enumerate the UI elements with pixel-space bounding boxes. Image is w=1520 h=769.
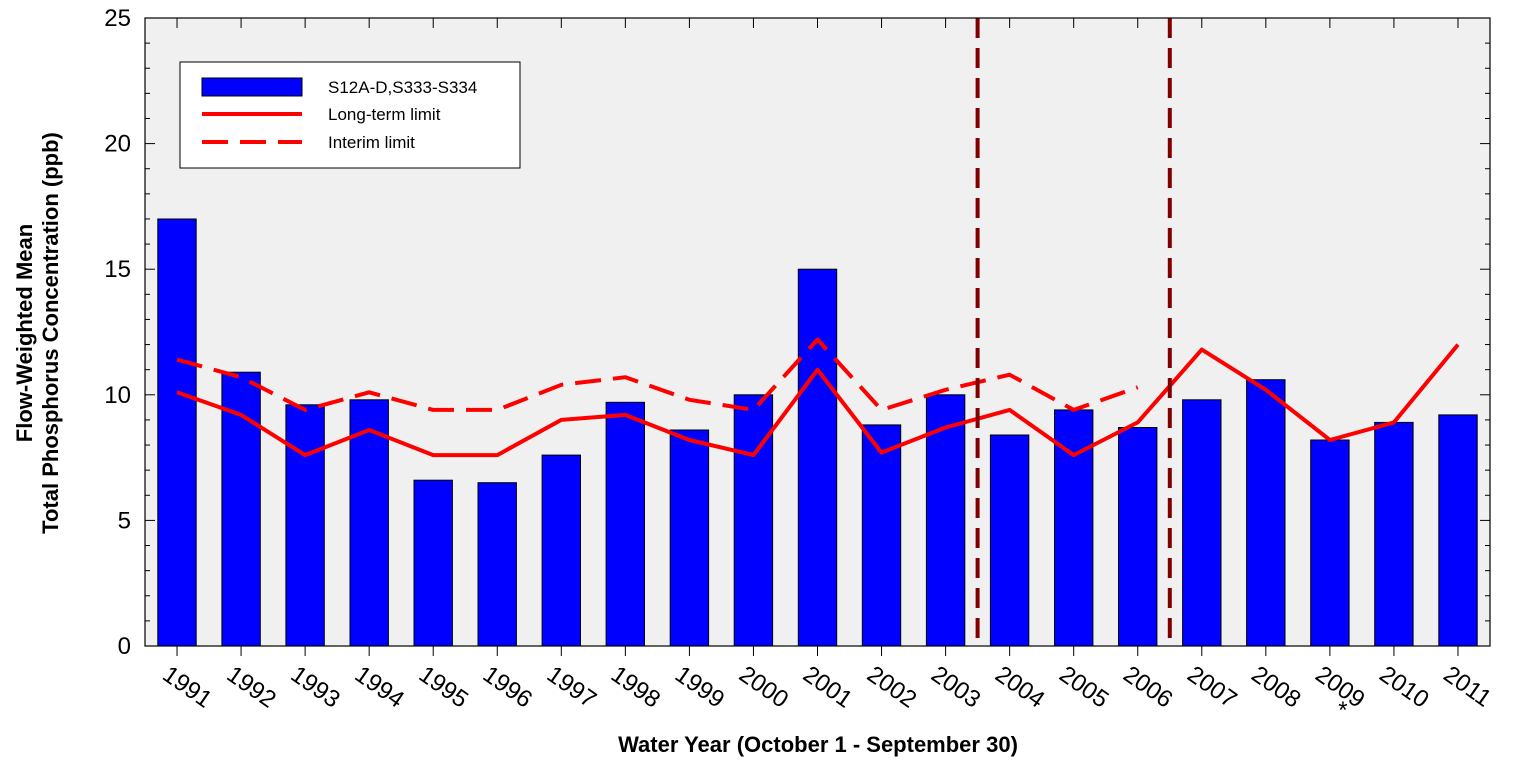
bar-2006 <box>1118 427 1158 647</box>
y-axis-title-line1: Flow-Weighted Mean <box>12 224 37 442</box>
reference-lines <box>975 18 1172 646</box>
legend: S12A-D,S333-S334 Long-term limit Interim… <box>179 61 521 169</box>
x-tick-label-1999: 1999 <box>670 661 729 714</box>
line-long-term-limit <box>176 343 1460 458</box>
bar-2001 <box>797 268 838 647</box>
x-tick-label-1996: 1996 <box>478 661 537 714</box>
x-tick-label-2007: 2007 <box>1182 661 1241 714</box>
x-tick-label-2000: 2000 <box>734 661 793 714</box>
y-tick-label: 5 <box>118 507 131 534</box>
x-tick-label-2011: 2011 <box>1439 661 1497 713</box>
x-tick-label-2004: 2004 <box>990 661 1049 714</box>
bar-1996 <box>477 482 517 647</box>
bar-2003 <box>925 394 966 647</box>
bar-2008 <box>1246 379 1286 647</box>
bar-1993 <box>285 404 325 647</box>
x-tick-label-2002: 2002 <box>862 661 921 714</box>
bar-1998 <box>605 401 645 647</box>
bar-2009 <box>1310 439 1350 647</box>
x-tick-label-2010: 2010 <box>1374 661 1433 714</box>
y-axis: 0 5 10 15 20 25 <box>104 5 1490 660</box>
bar-2011 <box>1438 414 1478 647</box>
x-tick-label-1994: 1994 <box>350 661 409 714</box>
bars <box>157 218 1478 647</box>
x-tick-label-2003: 2003 <box>926 661 985 714</box>
x-axis-title: Water Year (October 1 - September 30) <box>618 732 1018 757</box>
y-tick-label: 15 <box>104 256 131 283</box>
bar-1999 <box>669 429 710 647</box>
y-tick-label: 10 <box>104 382 131 409</box>
x-tick-label-1997: 1997 <box>542 661 601 714</box>
y-axis-title-line2: Total Phosphorus Concentration (ppb) <box>38 132 63 534</box>
x-tick-mark-2009: * <box>1338 697 1347 724</box>
bar-2010 <box>1374 421 1414 647</box>
legend-label-interim: Interim limit <box>328 133 415 152</box>
x-tick-label-1995: 1995 <box>414 661 473 714</box>
y-tick-label: 20 <box>104 131 131 158</box>
bar-1997 <box>541 454 581 647</box>
bar-1995 <box>413 479 453 647</box>
legend-label-long-term: Long-term limit <box>328 105 441 124</box>
x-tick-label-2005: 2005 <box>1054 661 1113 714</box>
y-tick-label: 0 <box>118 633 131 660</box>
x-tick-label-2008: 2008 <box>1246 661 1305 714</box>
legend-label-bars: S12A-D,S333-S334 <box>328 78 477 97</box>
y-tick-label: 25 <box>104 5 131 32</box>
bar-1992 <box>221 371 261 647</box>
legend-swatch-bars <box>201 77 303 97</box>
x-tick-label-1993: 1993 <box>286 661 345 714</box>
x-tick-label-1992: 1992 <box>222 661 281 714</box>
x-tick-label-1998: 1998 <box>606 661 665 714</box>
x-tick-label-1991: 1991 <box>158 661 217 714</box>
x-tick-label-2001: 2001 <box>798 661 857 714</box>
bar-1991 <box>157 218 197 647</box>
x-tick-label-2006: 2006 <box>1118 661 1177 714</box>
bar-2004 <box>989 434 1030 647</box>
bar-2007 <box>1182 399 1222 647</box>
bar-2002 <box>861 424 902 647</box>
bar-2000 <box>733 394 774 647</box>
